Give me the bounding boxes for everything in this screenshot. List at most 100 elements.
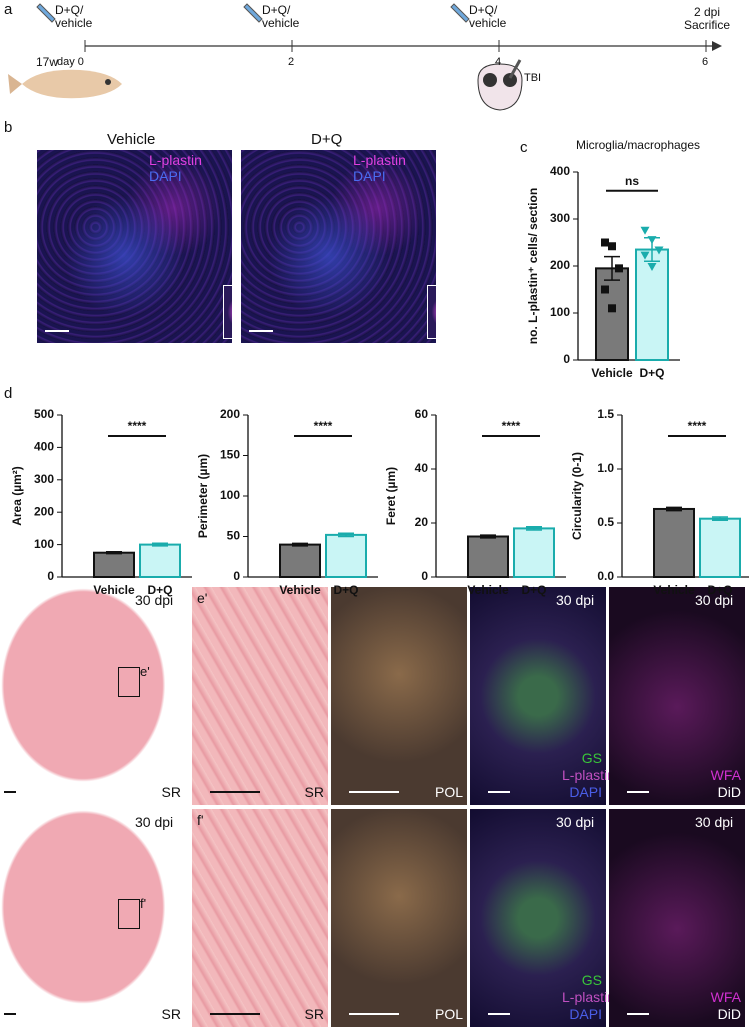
- micrograph: [0, 809, 185, 1027]
- x-tick-label: D+Q: [707, 583, 732, 597]
- dose-label: D+Q/ vehicle: [262, 3, 300, 31]
- stain-label: GS: [581, 750, 602, 766]
- day-label: 4: [495, 56, 502, 68]
- scale-bar: [627, 1013, 649, 1015]
- micrograph: [241, 150, 436, 343]
- significance-label: ****: [502, 419, 521, 433]
- inset-label: f': [140, 896, 147, 911]
- error-bar: [604, 255, 620, 281]
- x-tick-label: D+Q: [147, 583, 172, 597]
- stain-label: L-plastin: [353, 152, 406, 168]
- syringe: [243, 3, 263, 23]
- data-point: [640, 251, 650, 260]
- panel-label: d: [4, 385, 13, 402]
- significance-label: ****: [314, 419, 333, 433]
- y-tick-label: 200: [34, 504, 54, 518]
- micrograph: [37, 150, 232, 343]
- inset: [427, 285, 436, 339]
- bar: [139, 543, 181, 579]
- chart: 0 20 40 60 Feret (µm) Vehicle D+Q ****: [384, 407, 566, 597]
- image-title: Vehicle: [107, 131, 156, 148]
- inset-box: [118, 667, 140, 697]
- panel-label: a: [4, 1, 13, 18]
- x-tick-label: Vehicle: [467, 583, 509, 597]
- bar: [595, 267, 629, 361]
- bar: [653, 507, 695, 578]
- scale-bar: [488, 791, 510, 793]
- stain-label: SR: [161, 784, 181, 800]
- day-label: 2: [288, 56, 295, 68]
- error-bar: [152, 542, 168, 547]
- syringe: [450, 3, 470, 23]
- data-point: [608, 242, 616, 251]
- y-tick-label: 0.0: [597, 569, 614, 583]
- time-label: 30 dpi: [695, 592, 734, 608]
- time-label: 30 dpi: [556, 592, 595, 608]
- y-tick-label: 50: [227, 529, 241, 543]
- y-axis-label: Circularity (0-1): [570, 452, 584, 540]
- error-bar: [338, 532, 354, 538]
- error-bar: [526, 526, 542, 531]
- chart: 0.0 0.5 1.0 1.5 Circularity (0-1) Vehicle D+Q *…: [570, 407, 749, 597]
- inset: [223, 285, 232, 339]
- x-tick-label: Vehicle: [93, 583, 135, 597]
- stain-label: SR: [304, 1006, 324, 1022]
- x-tick-label: Vehicle: [653, 583, 695, 597]
- panel-sublabel: e': [197, 590, 208, 606]
- time-label: 30 dpi: [556, 814, 595, 830]
- time-label: 30 dpi: [135, 592, 174, 608]
- scale-bar: [210, 791, 260, 793]
- y-tick-label: 20: [415, 515, 429, 529]
- scale-bar: [488, 1013, 510, 1015]
- scale-bar: [249, 330, 273, 332]
- scale-bar: [4, 791, 16, 793]
- chart: 0 100 200 300 400 500 Area (µm²) Vehicle D+Q ****: [10, 407, 192, 597]
- micrograph: [192, 587, 328, 805]
- stain-label: DAPI: [569, 1006, 602, 1022]
- y-tick-label: 200: [550, 258, 570, 272]
- scale-bar: [45, 330, 69, 332]
- micrograph: [331, 809, 467, 1027]
- micrograph: [470, 809, 606, 1027]
- chart: 0 50 100 150 200 Perimeter (µm) Vehicle D+Q ****: [196, 407, 378, 597]
- end-label: 2 dpi Sacrifice: [683, 5, 730, 33]
- chart-title: Microglia/macrophages: [576, 138, 700, 152]
- panel-label: c: [520, 139, 528, 156]
- y-axis-label: Area (µm²): [10, 466, 24, 526]
- data-point: [647, 262, 657, 271]
- y-tick-label: 400: [550, 164, 570, 178]
- bar: [279, 543, 321, 579]
- y-tick-label: 300: [34, 472, 54, 486]
- x-tick-label: Vehicle: [591, 366, 633, 380]
- micrograph: [0, 587, 185, 805]
- stain-label: SR: [304, 784, 324, 800]
- bar: [325, 533, 367, 579]
- stain-label: GS: [581, 972, 602, 988]
- error-bar: [666, 506, 682, 512]
- bar: [93, 551, 135, 578]
- day-label: day 0: [57, 56, 84, 68]
- scale-bar: [627, 791, 649, 793]
- y-tick-label: 1.0: [597, 461, 614, 475]
- data-point: [654, 246, 664, 255]
- error-bar: [712, 516, 728, 522]
- error-bar: [292, 542, 308, 547]
- chart: 0 100 200 300 400 no. L-plastin⁺ cells/ secti…: [526, 138, 700, 380]
- panel-label: b: [4, 119, 13, 136]
- x-tick-label: Vehicle: [279, 583, 321, 597]
- scale-bar: [210, 1013, 260, 1015]
- stain-label: WFA: [710, 767, 741, 783]
- data-point: [640, 226, 650, 235]
- age-label: 17w: [36, 55, 59, 69]
- y-tick-label: 200: [220, 407, 240, 421]
- significance-label: ****: [128, 419, 147, 433]
- stain-label: SR: [161, 1006, 181, 1022]
- y-tick-label: 400: [34, 440, 54, 454]
- data-point: [615, 264, 623, 273]
- y-axis-label: no. L-plastin⁺ cells/ section: [526, 188, 540, 344]
- scale-bar: [349, 1013, 399, 1015]
- micrograph: [609, 809, 745, 1027]
- y-axis-label: Feret (µm): [384, 467, 398, 525]
- micrograph: [470, 587, 606, 805]
- stain-label: DiD: [717, 784, 741, 800]
